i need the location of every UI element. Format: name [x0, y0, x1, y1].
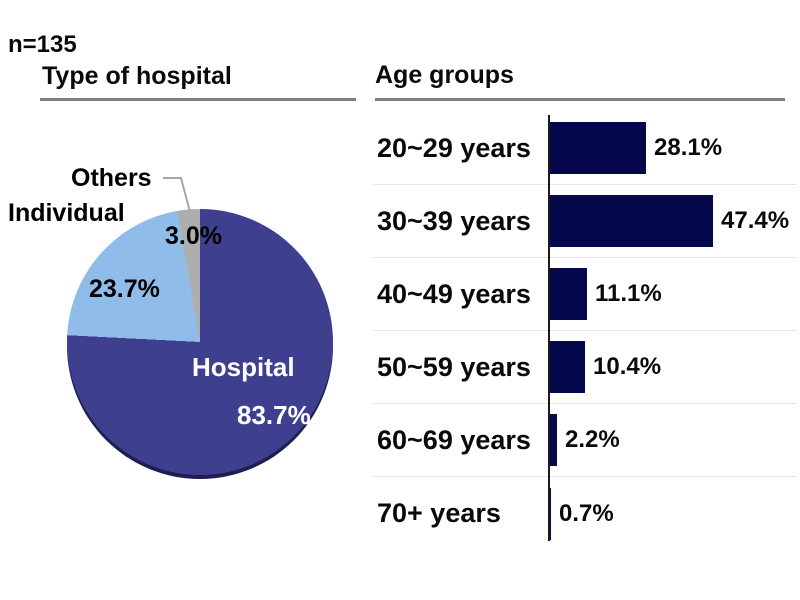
bar-row: 20~29 years 28.1% [373, 112, 797, 185]
bar [549, 195, 713, 247]
bar [549, 487, 551, 540]
pie-label-others: Others [71, 164, 152, 192]
bar-value-label: 2.2% [565, 426, 620, 453]
bar-category-label: 40~49 years [377, 278, 531, 309]
bar-value-label: 11.1% [595, 280, 662, 307]
pie-chart [67, 209, 333, 475]
bar-axis-line [548, 115, 550, 541]
bar-category-label: 50~59 years [377, 351, 531, 382]
bar-value-label: 28.1% [654, 134, 723, 161]
bar-value-label: 47.4% [721, 207, 790, 234]
pie-label-hospital: Hospital [192, 352, 295, 382]
bar-value-label: 10.4% [593, 353, 662, 380]
bar [549, 268, 587, 320]
bar-panel-title: Age groups [375, 61, 514, 89]
bar-value-label: 0.7% [559, 499, 614, 527]
bar-category-label: 20~29 years [377, 132, 531, 163]
bar-chart: 20~29 years 28.1% 30~39 years 47.4% 40~49 ye… [373, 112, 797, 550]
bar [549, 341, 585, 393]
bar [549, 414, 557, 466]
bar-row: 60~69 years 2.2% [373, 404, 797, 477]
bar-row: 70+ years 0.7% [373, 477, 797, 550]
bar-category-label: 70+ years [377, 498, 501, 528]
pie-title-underline [40, 98, 356, 101]
pie-panel-title: Type of hospital [42, 62, 232, 90]
pie-value-individual: 23.7% [89, 275, 160, 303]
pie-value-hospital: 83.7% [237, 400, 311, 430]
pie-label-individual: Individual [8, 199, 125, 227]
bar-category-label: 30~39 years [377, 205, 531, 236]
bar-row: 50~59 years 10.4% [373, 331, 797, 404]
bar-row: 40~49 years 11.1% [373, 258, 797, 331]
bar-title-underline [375, 98, 785, 101]
pie-value-others: 3.0% [165, 222, 222, 250]
bar [549, 122, 646, 174]
sample-size-label: n=135 [8, 31, 77, 58]
bar-category-label: 60~69 years [377, 424, 531, 455]
bar-row: 30~39 years 47.4% [373, 185, 797, 258]
